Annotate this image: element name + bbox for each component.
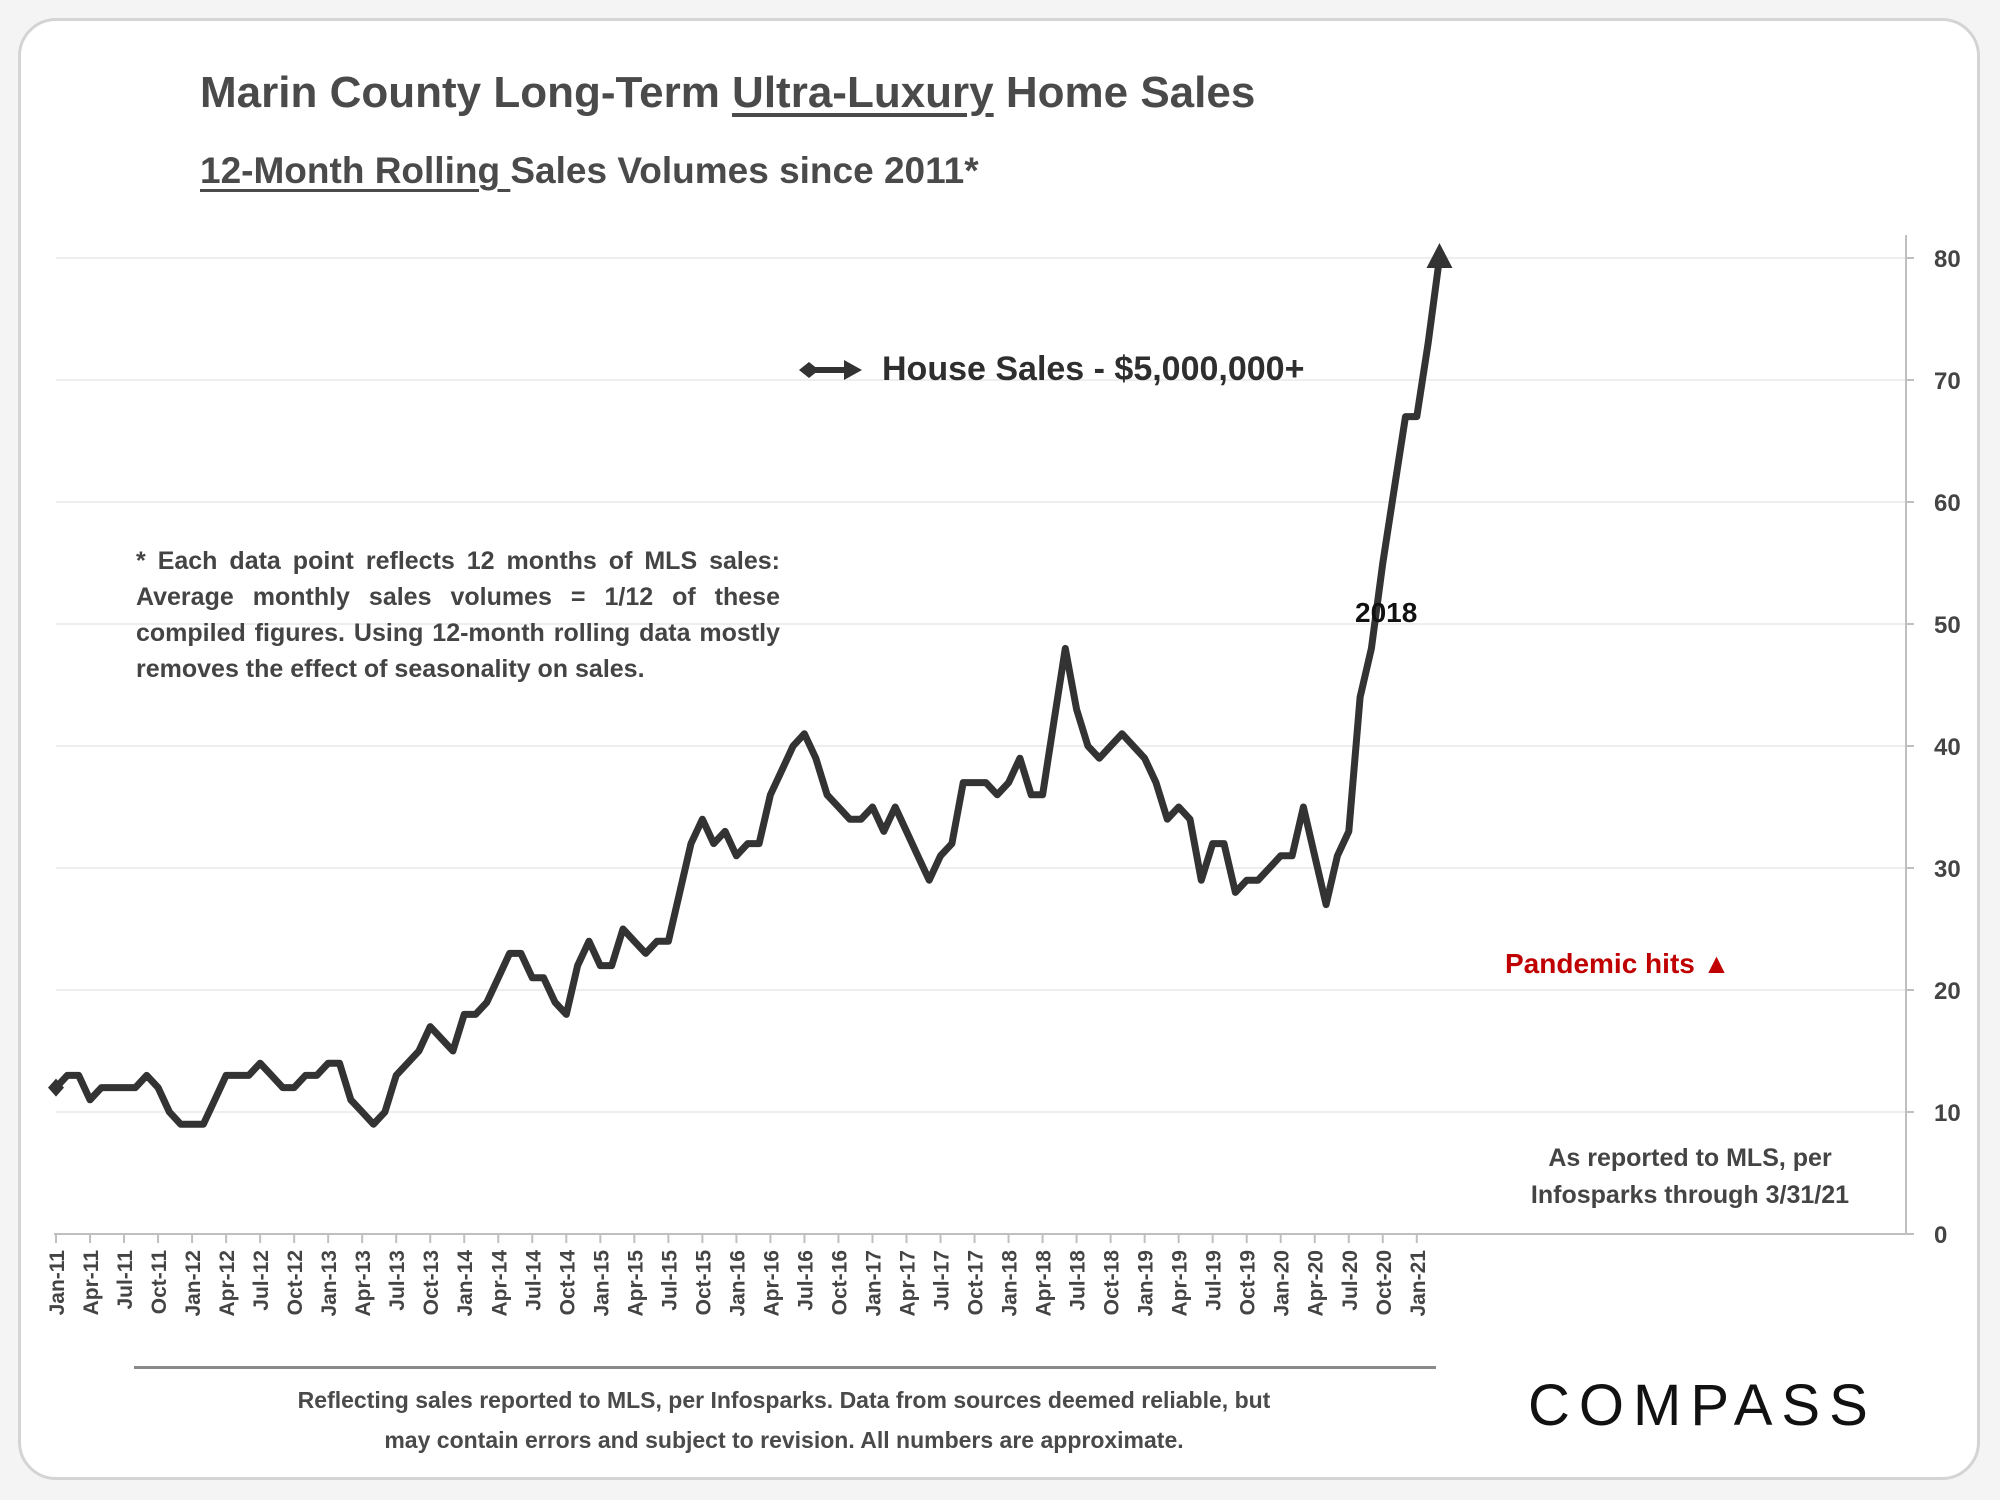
source-note: As reported to MLS, per Infosparks throu… [1530,1144,1850,1209]
x-tick-label: Oct-19 [1237,1250,1260,1315]
legend-line-marker-icon [799,359,862,380]
x-tick-label: Oct-17 [965,1250,988,1315]
x-tick-label: Jan-16 [726,1250,749,1317]
x-tick-label: Apr-13 [352,1250,375,1317]
y-tick-label: 70 [1934,368,1961,395]
y-tick-label: 20 [1934,978,1961,1005]
x-tick-label: Jul-19 [1203,1250,1226,1311]
y-tick-label: 80 [1934,246,1961,273]
x-tick-label: Oct-14 [556,1250,579,1316]
footnote: * Each data point reflects 12 months of … [136,547,780,683]
x-tick-label: Jan-14 [454,1250,477,1317]
x-tick-label: Jan-18 [999,1250,1022,1317]
x-tick-label: Jan-19 [1135,1250,1158,1317]
x-tick-label: Apr-18 [1033,1250,1056,1317]
y-axis: 0 10 20 30 40 50 60 70 80 [1905,235,1961,1249]
chart-title: Marin County Long-Term Ultra-Luxury Home… [200,68,1256,117]
x-tick-label: Jan-17 [862,1250,885,1317]
y-tick-label: 10 [1934,1100,1961,1127]
y-tick-label: 60 [1934,490,1961,517]
x-tick-label: Jul-13 [386,1250,409,1311]
series-start-marker [48,1078,64,1097]
x-tick-label: Oct-12 [284,1250,307,1315]
x-axis: Jan-11 Apr-11 Jul-11 Oct-11 Jan-12 Apr-12 Jul-… [46,1233,1906,1317]
x-tick-label: Oct-15 [692,1250,715,1316]
x-tick-label: Apr-11 [80,1250,103,1316]
x-tick-label: Jul-20 [1339,1250,1362,1311]
series-line [52,254,1443,1128]
legend: House Sales - $5,000,000+ [798,350,1304,389]
x-tick-label: Oct-13 [420,1250,443,1315]
x-tick-label: Oct-16 [828,1250,851,1315]
x-tick-label: Jan-21 [1407,1250,1430,1317]
x-tick-label: Oct-11 [148,1250,171,1315]
x-tick-label: Oct-18 [1101,1250,1124,1316]
y-tick-label: 30 [1934,856,1961,883]
x-tick-label: Jan-20 [1271,1250,1294,1317]
x-tick-label: Apr-20 [1305,1250,1328,1317]
series-end-arrow [1426,243,1453,268]
x-tick-label: Apr-17 [897,1250,920,1317]
x-tick-label: Jul-18 [1067,1250,1090,1311]
x-tick-label: Jul-15 [658,1250,681,1311]
x-tick-label: Jan-12 [182,1250,205,1317]
footer-disclaimer: Reflecting sales reported to MLS, per In… [297,1387,1271,1453]
x-tick-label: Jul-11 [114,1250,137,1310]
footer-divider [134,1366,1436,1369]
chart-card [18,18,1980,1480]
y-tick-label: 50 [1934,612,1961,639]
x-tick-label: Apr-12 [216,1250,239,1317]
x-tick-label: Oct-20 [1373,1250,1396,1315]
series-layer [48,243,1453,1128]
x-tick-label: Jan-13 [318,1250,341,1317]
x-tick-label: Jan-15 [590,1250,613,1317]
x-tick-label: Apr-15 [624,1250,647,1317]
y-tick-label: 0 [1934,1222,1947,1249]
x-tick-label: Apr-16 [760,1250,783,1317]
x-tick-label: Apr-19 [1169,1250,1192,1317]
x-tick-label: Jul-17 [931,1250,954,1311]
x-tick-label: Jul-16 [794,1250,817,1311]
peak-annotation: 2018 [1355,597,1418,628]
x-tick-label: Jan-11 [46,1250,69,1316]
chart-subtitle: 12-Month Rolling Sales Volumes since 201… [200,150,979,191]
x-tick-label: Jul-14 [522,1250,545,1311]
x-tick-label: Jul-12 [250,1250,273,1311]
x-tick-label: Apr-14 [488,1250,511,1317]
compass-logo: COMPASS [1528,1373,1877,1438]
gridlines [56,257,1906,1113]
y-tick-label: 40 [1934,734,1961,761]
legend-label: House Sales - $5,000,000+ [882,350,1305,388]
pandemic-annotation: Pandemic hits ▲ [1505,948,1731,979]
